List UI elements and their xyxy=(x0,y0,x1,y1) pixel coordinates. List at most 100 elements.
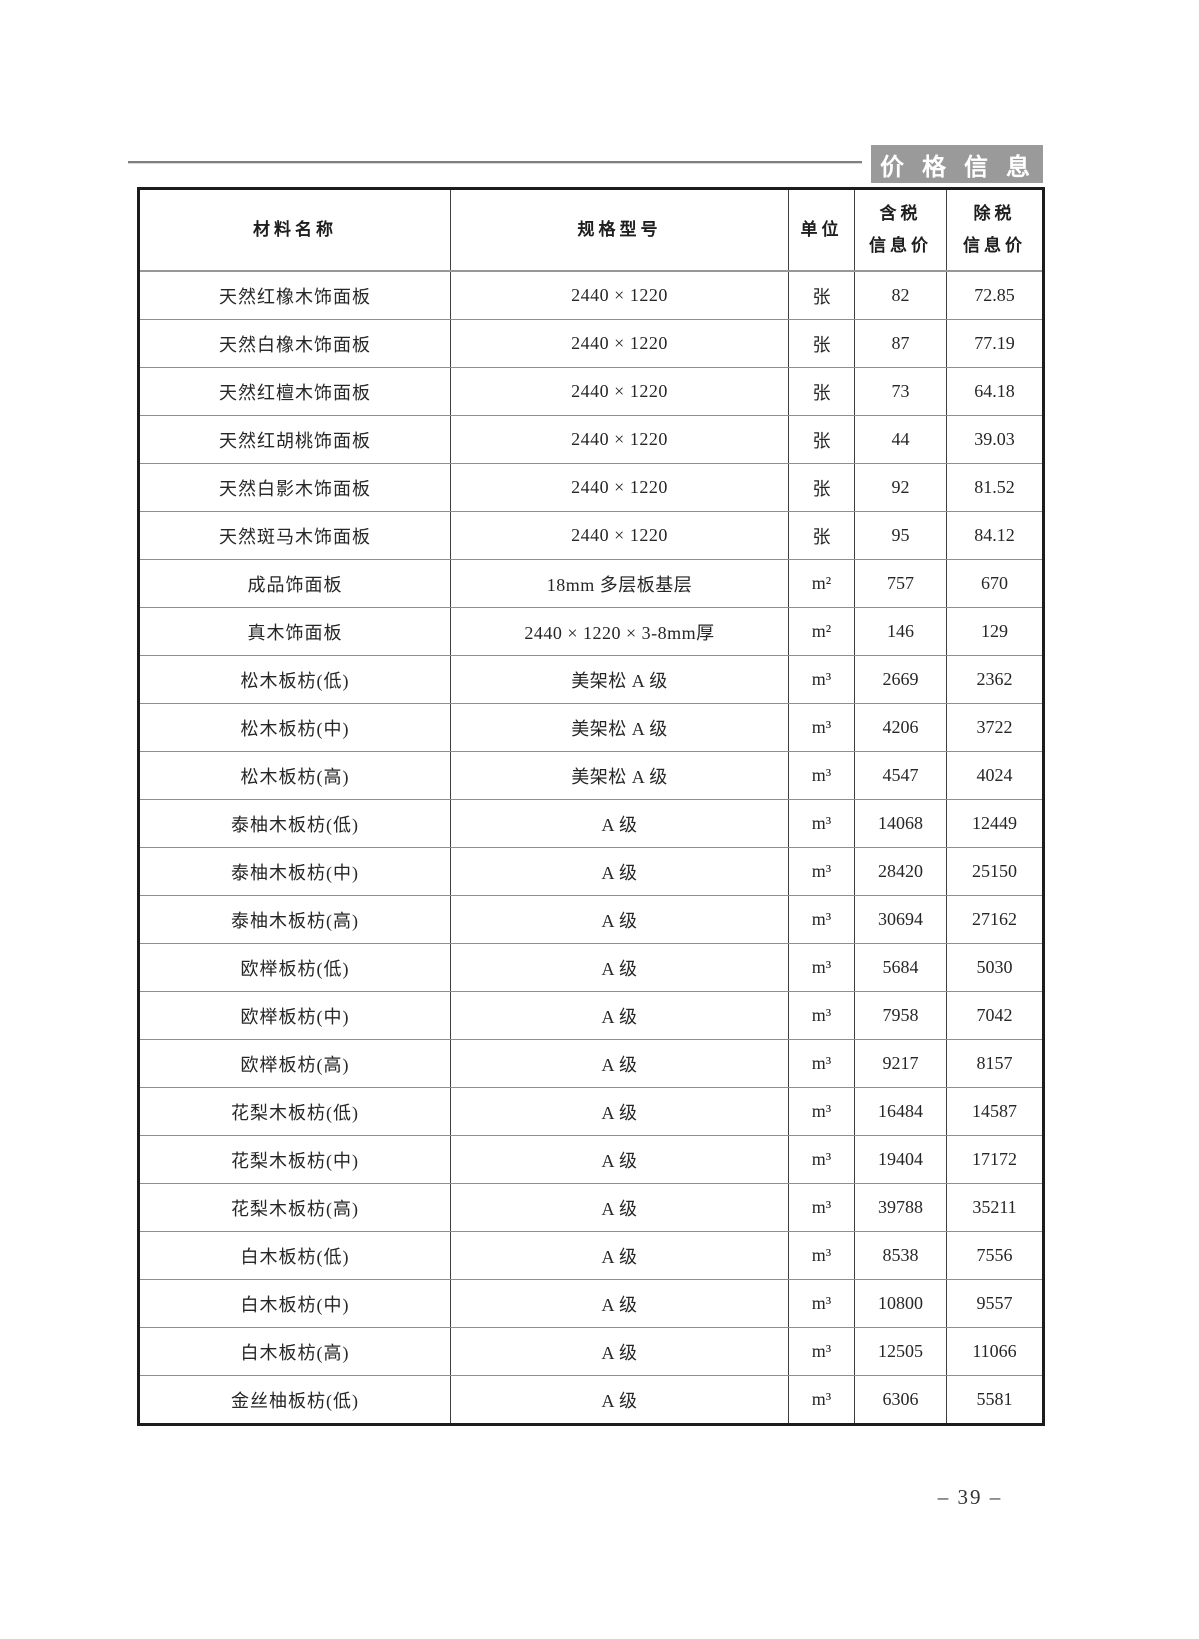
material-name-cell: 泰柚木板枋(高) xyxy=(138,895,451,944)
price-table-grid: 材料名称 规格型号 单位 含税 信息价 除税 信息价 xyxy=(137,187,1045,1426)
price-without-tax-cell: 4024 xyxy=(946,751,1044,800)
unit-cell: m³ xyxy=(788,1231,855,1280)
material-name-cell: 花梨木板枋(中) xyxy=(138,1135,451,1184)
unit-cell: 张 xyxy=(788,511,855,560)
table-row: 天然红胡桃饰面板 2440 × 1220 张 44 39.03 xyxy=(138,415,1044,464)
unit-cell: m³ xyxy=(788,1279,855,1328)
table-row: 花梨木板枋(低) A 级 m³ 16484 14587 xyxy=(138,1087,1044,1136)
unit-cell: 张 xyxy=(788,367,855,416)
material-name-cell: 天然红檀木饰面板 xyxy=(138,367,451,416)
price-with-tax-cell: 16484 xyxy=(854,1087,947,1136)
spec-model-cell: 2440 × 1220 xyxy=(450,415,789,464)
price-without-tax-cell: 39.03 xyxy=(946,415,1044,464)
unit-cell: m² xyxy=(788,559,855,608)
table-row: 泰柚木板枋(低) A 级 m³ 14068 12449 xyxy=(138,799,1044,848)
table-row: 白木板枋(低) A 级 m³ 8538 7556 xyxy=(138,1231,1044,1280)
price-with-tax-cell: 146 xyxy=(854,607,947,656)
price-without-tax-cell: 5030 xyxy=(946,943,1044,992)
spec-model-cell: A 级 xyxy=(450,895,789,944)
col-header-price-with-tax: 含税 信息价 xyxy=(854,188,947,272)
col-header-label: 材料名称 xyxy=(253,219,337,239)
spec-model-cell: A 级 xyxy=(450,1039,789,1088)
price-without-tax-cell: 77.19 xyxy=(946,319,1044,368)
spec-model-cell: A 级 xyxy=(450,1183,789,1232)
spec-model-cell: A 级 xyxy=(450,1087,789,1136)
price-without-tax-cell: 25150 xyxy=(946,847,1044,896)
col-header-label-line2: 信息价 xyxy=(963,236,1026,255)
material-name-cell: 松木板枋(高) xyxy=(138,751,451,800)
unit-cell: m³ xyxy=(788,1183,855,1232)
spec-model-cell: 2440 × 1220 × 3-8mm厚 xyxy=(450,607,789,656)
price-with-tax-cell: 44 xyxy=(854,415,947,464)
price-with-tax-cell: 39788 xyxy=(854,1183,947,1232)
table-row: 欧榉板枋(高) A 级 m³ 9217 8157 xyxy=(138,1039,1044,1088)
material-name-cell: 泰柚木板枋(中) xyxy=(138,847,451,896)
price-without-tax-cell: 3722 xyxy=(946,703,1044,752)
table-row: 天然白橡木饰面板 2440 × 1220 张 87 77.19 xyxy=(138,319,1044,368)
price-with-tax-cell: 9217 xyxy=(854,1039,947,1088)
price-without-tax-cell: 7556 xyxy=(946,1231,1044,1280)
unit-cell: m² xyxy=(788,607,855,656)
spec-model-cell: A 级 xyxy=(450,1279,789,1328)
price-with-tax-cell: 4206 xyxy=(854,703,947,752)
spec-model-cell: A 级 xyxy=(450,1375,789,1425)
material-name-cell: 天然红橡木饰面板 xyxy=(138,270,451,320)
unit-cell: m³ xyxy=(788,799,855,848)
table-row: 天然斑马木饰面板 2440 × 1220 张 95 84.12 xyxy=(138,511,1044,560)
material-name-cell: 泰柚木板枋(低) xyxy=(138,799,451,848)
table-header: 材料名称 规格型号 单位 含税 信息价 除税 信息价 xyxy=(138,188,1044,272)
material-name-cell: 花梨木板枋(低) xyxy=(138,1087,451,1136)
price-without-tax-cell: 12449 xyxy=(946,799,1044,848)
table-row: 真木饰面板 2440 × 1220 × 3-8mm厚 m² 146 129 xyxy=(138,607,1044,656)
table-row: 花梨木板枋(中) A 级 m³ 19404 17172 xyxy=(138,1135,1044,1184)
price-without-tax-cell: 81.52 xyxy=(946,463,1044,512)
unit-cell: m³ xyxy=(788,1039,855,1088)
price-with-tax-cell: 73 xyxy=(854,367,947,416)
material-name-cell: 天然白橡木饰面板 xyxy=(138,319,451,368)
unit-cell: 张 xyxy=(788,319,855,368)
price-with-tax-cell: 87 xyxy=(854,319,947,368)
unit-cell: 张 xyxy=(788,463,855,512)
spec-model-cell: 2440 × 1220 xyxy=(450,319,789,368)
unit-cell: m³ xyxy=(788,895,855,944)
spec-model-cell: 2440 × 1220 xyxy=(450,367,789,416)
header-rule xyxy=(128,161,862,163)
spec-model-cell: A 级 xyxy=(450,1135,789,1184)
unit-cell: 张 xyxy=(788,270,855,320)
price-with-tax-cell: 10800 xyxy=(854,1279,947,1328)
page-number: – 39 – xyxy=(937,1485,1003,1509)
price-with-tax-cell: 95 xyxy=(854,511,947,560)
price-without-tax-cell: 27162 xyxy=(946,895,1044,944)
material-name-cell: 金丝柚板枋(低) xyxy=(138,1375,451,1425)
price-with-tax-cell: 4547 xyxy=(854,751,947,800)
unit-cell: m³ xyxy=(788,847,855,896)
price-table: 材料名称 规格型号 单位 含税 信息价 除税 信息价 xyxy=(137,187,1045,1426)
spec-model-cell: A 级 xyxy=(450,847,789,896)
price-with-tax-cell: 8538 xyxy=(854,1231,947,1280)
unit-cell: m³ xyxy=(788,703,855,752)
material-name-cell: 欧榉板枋(低) xyxy=(138,943,451,992)
spec-model-cell: A 级 xyxy=(450,943,789,992)
price-without-tax-cell: 72.85 xyxy=(946,270,1044,320)
material-name-cell: 真木饰面板 xyxy=(138,607,451,656)
material-name-cell: 松木板枋(低) xyxy=(138,655,451,704)
material-name-cell: 白木板枋(高) xyxy=(138,1327,451,1376)
price-without-tax-cell: 8157 xyxy=(946,1039,1044,1088)
table-row: 松木板枋(低) 美架松 A 级 m³ 2669 2362 xyxy=(138,655,1044,704)
material-name-cell: 欧榉板枋(中) xyxy=(138,991,451,1040)
price-without-tax-cell: 5581 xyxy=(946,1375,1044,1425)
material-name-cell: 天然白影木饰面板 xyxy=(138,463,451,512)
material-name-cell: 白木板枋(中) xyxy=(138,1279,451,1328)
spec-model-cell: A 级 xyxy=(450,1231,789,1280)
price-without-tax-cell: 14587 xyxy=(946,1087,1044,1136)
table-row: 金丝柚板枋(低) A 级 m³ 6306 5581 xyxy=(138,1375,1044,1425)
table-row: 泰柚木板枋(高) A 级 m³ 30694 27162 xyxy=(138,895,1044,944)
col-header-spec-model: 规格型号 xyxy=(450,188,789,272)
table-row: 天然红檀木饰面板 2440 × 1220 张 73 64.18 xyxy=(138,367,1044,416)
unit-cell: m³ xyxy=(788,655,855,704)
material-name-cell: 松木板枋(中) xyxy=(138,703,451,752)
col-header-label: 规格型号 xyxy=(577,219,662,239)
material-name-cell: 成品饰面板 xyxy=(138,559,451,608)
material-name-cell: 白木板枋(低) xyxy=(138,1231,451,1280)
price-without-tax-cell: 129 xyxy=(946,607,1044,656)
